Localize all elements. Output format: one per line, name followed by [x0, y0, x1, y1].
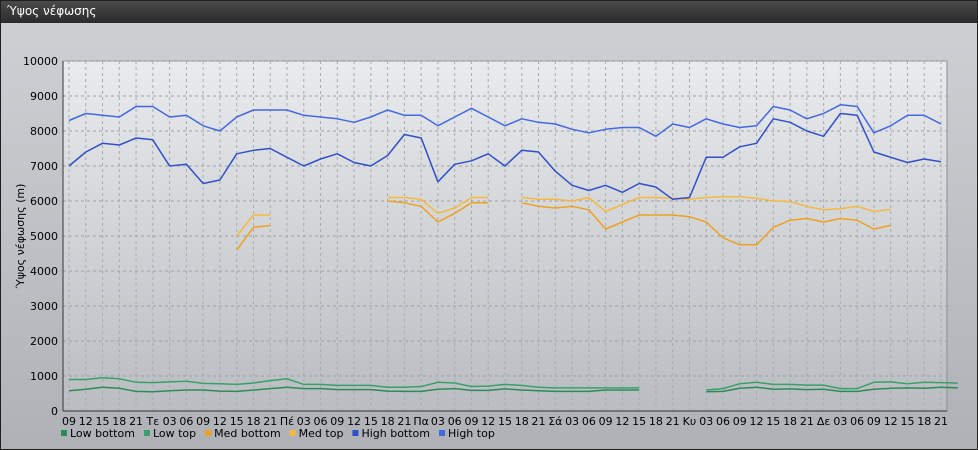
series-line-high-bottom — [68, 112, 942, 201]
x-tick-label: Κυ — [683, 415, 697, 428]
x-tick-label: 21 — [666, 415, 680, 428]
x-tick-label: 18 — [112, 415, 126, 428]
series-line-high-top — [68, 104, 942, 138]
x-tick-label: Τε — [146, 415, 160, 428]
title-bar: Ύψος νέφωσης — [1, 1, 977, 23]
x-tick-label: 12 — [481, 415, 495, 428]
legend-swatch — [289, 430, 296, 436]
x-tick-label: 12 — [213, 415, 227, 428]
y-tick-label: 2000 — [30, 335, 58, 348]
x-tick-label: 15 — [230, 415, 244, 428]
window-title: Ύψος νέφωσης — [7, 4, 97, 18]
x-tick-label: 06 — [850, 415, 864, 428]
x-tick-label: 21 — [129, 415, 143, 428]
legend-label: Low bottom — [70, 427, 135, 440]
x-tick-label: 09 — [62, 415, 76, 428]
x-tick-label: 15 — [96, 415, 110, 428]
x-tick-label: 12 — [79, 415, 93, 428]
cloud-height-chart: 0 1000 2000 3000 4000 5000 6000 7000 8000 9000 100… — [14, 55, 958, 440]
x-tick-label: 09 — [196, 415, 210, 428]
y-tick-label: 3000 — [30, 300, 58, 313]
y-tick-label: 1000 — [30, 370, 58, 383]
x-tick-label: 12 — [750, 415, 764, 428]
x-tick-label: 15 — [364, 415, 378, 428]
y-tick-label: 0 — [51, 405, 58, 418]
x-tick-label: 06 — [582, 415, 596, 428]
y-tick-label: 6000 — [30, 195, 58, 208]
x-tick-label: 06 — [448, 415, 462, 428]
x-tick-label: 03 — [833, 415, 847, 428]
x-tick-label: 21 — [532, 415, 546, 428]
x-tick-label: 06 — [716, 415, 730, 428]
x-tick-label: Πέ — [280, 415, 294, 428]
y-tick-label: 8000 — [30, 125, 58, 138]
x-tick-label: 03 — [431, 415, 445, 428]
legend: Low bottom Low top Med bottom Med top High b… — [61, 427, 495, 440]
x-tick-label: 06 — [179, 415, 193, 428]
x-tick-label: 15 — [766, 415, 780, 428]
legend-swatch — [439, 430, 445, 436]
legend-label: Med bottom — [214, 427, 281, 440]
x-tick-label: 18 — [917, 415, 931, 428]
x-tick-label: Σά — [548, 415, 562, 428]
x-tick-label: 09 — [464, 415, 478, 428]
series-line-med-top — [236, 196, 891, 237]
x-tick-label: 21 — [800, 415, 814, 428]
y-tick-label: 5000 — [30, 230, 58, 243]
x-tick-label: 12 — [347, 415, 361, 428]
x-tick-label: Πα — [413, 415, 429, 428]
x-tick-label: 12 — [884, 415, 898, 428]
y-tick-label: 9000 — [30, 90, 58, 103]
x-tick-label: 03 — [297, 415, 311, 428]
legend-label: Low top — [153, 427, 196, 440]
x-tick-label: 03 — [163, 415, 177, 428]
x-axis: 09 12 15 18 21 Τε 03 06 09 12 15 18 21 Πέ 03 06 09 12 15 18… — [62, 410, 948, 428]
legend-swatch — [352, 430, 359, 436]
x-tick-label: 18 — [246, 415, 260, 428]
legend-label: Med top — [299, 427, 344, 440]
x-tick-label: 18 — [381, 415, 395, 428]
y-axis: 0 1000 2000 3000 4000 5000 6000 7000 8000 9000 100… — [23, 55, 64, 418]
y-tick-label: 10000 — [23, 55, 58, 68]
y-axis-label: Ύψος νέφωσης (m) — [14, 184, 27, 290]
y-tick-label: 4000 — [30, 265, 58, 278]
y-tick-label: 7000 — [30, 160, 58, 173]
x-tick-label: 18 — [783, 415, 797, 428]
x-tick-label: 21 — [397, 415, 411, 428]
x-tick-label: 03 — [565, 415, 579, 428]
x-tick-label: 21 — [934, 415, 948, 428]
x-tick-label: 15 — [900, 415, 914, 428]
x-tick-label: 15 — [632, 415, 646, 428]
x-tick-label: 09 — [867, 415, 881, 428]
x-tick-label: 12 — [615, 415, 629, 428]
series-line-med-bottom — [236, 200, 891, 251]
x-tick-label: 18 — [515, 415, 529, 428]
x-tick-label: 09 — [330, 415, 344, 428]
x-tick-label: 09 — [599, 415, 613, 428]
series-line-low-bottom — [68, 386, 958, 393]
x-tick-label: 18 — [649, 415, 663, 428]
x-tick-label: 21 — [263, 415, 277, 428]
series-line-low-top — [69, 377, 958, 391]
grid — [63, 60, 947, 412]
legend-swatch — [61, 430, 67, 436]
series-layer — [68, 104, 958, 393]
x-tick-label: 09 — [733, 415, 747, 428]
legend-swatch — [143, 430, 150, 436]
x-tick-label: 06 — [314, 415, 328, 428]
legend-swatch — [205, 430, 212, 436]
x-tick-label: 15 — [498, 415, 512, 428]
x-tick-label: 03 — [699, 415, 713, 428]
x-tick-label: Δε — [817, 415, 831, 428]
legend-label: High bottom — [361, 427, 430, 440]
legend-label: High top — [448, 427, 495, 440]
